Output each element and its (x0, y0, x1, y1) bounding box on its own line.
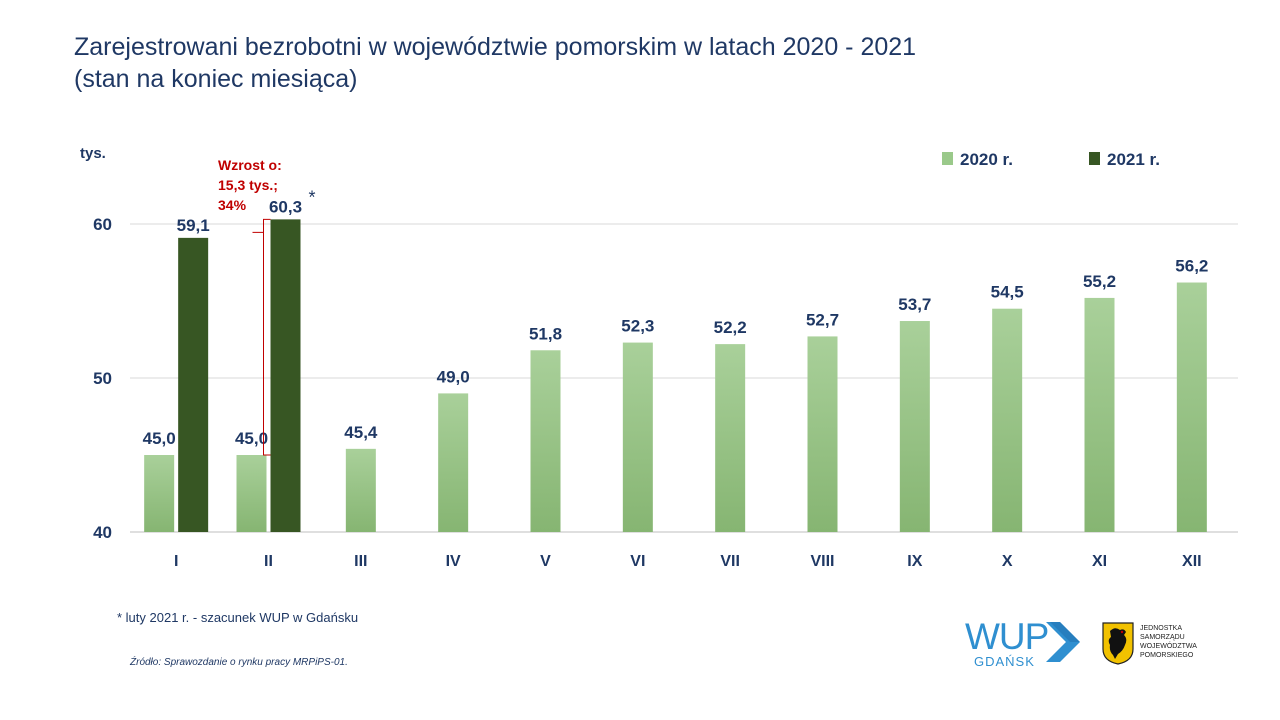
bar-2020 (144, 455, 175, 532)
y-axis-unit: tys. (80, 145, 106, 162)
x-tick-label: II (264, 553, 273, 570)
x-tick-label: X (1002, 553, 1013, 570)
data-label-2020: 52,2 (714, 318, 747, 337)
y-tick-label: 60 (93, 215, 112, 234)
x-tick-label: IX (907, 553, 922, 570)
bar-2021 (178, 237, 209, 533)
data-label-2020: 49,0 (437, 367, 470, 386)
griffin-crest-icon (1102, 622, 1134, 665)
data-label-2021: 59,1 (177, 216, 210, 235)
bar-2020 (899, 321, 930, 532)
x-tick-label: XI (1092, 553, 1107, 570)
x-tick-label: V (540, 553, 551, 570)
data-label-2020: 45,4 (344, 423, 378, 442)
increase-annotation-line: 34% (218, 197, 247, 213)
legend-label: 2020 r. (960, 150, 1013, 169)
bar-chart: 40 50 60 tys. 45,0 59,1 I 45,0 60,3 * II 45,4 III 49,… (80, 145, 1238, 570)
bar-2020 (1084, 297, 1115, 532)
increase-annotation-line: Wzrost o: (218, 157, 282, 173)
x-tick-label: XII (1182, 553, 1202, 570)
bar-2020 (438, 393, 469, 532)
x-tick-label: I (174, 553, 178, 570)
bar-2020 (622, 342, 653, 532)
data-label-2020: 55,2 (1083, 272, 1116, 291)
chevron-right-icon (1046, 622, 1080, 662)
crest-caption: JEDNOSTKA SAMORZĄDU WOJEWÓDZTWA POMORSKI… (1140, 624, 1197, 660)
bar-2020 (345, 448, 376, 532)
x-tick-label: III (354, 553, 367, 570)
data-label-2020: 54,5 (991, 283, 1024, 302)
x-tick-label: IV (446, 553, 461, 570)
crest-line-4: POMORSKIEGO (1140, 652, 1194, 659)
data-label-asterisk: * (309, 187, 316, 207)
y-tick-label: 50 (93, 369, 112, 388)
footnote: * luty 2021 r. - szacunek WUP w Gdańsku (117, 610, 359, 625)
data-label-2020: 51,8 (529, 324, 562, 343)
increase-annotation-line: 15,3 tys.; (218, 177, 278, 193)
data-label-2020: 52,7 (806, 310, 839, 329)
bar-2020 (1176, 282, 1207, 532)
source-note: Źródło: Sprawozdanie o rynku pracy MRPiP… (130, 657, 348, 668)
bar-2020 (530, 350, 561, 532)
data-label-2021: 60,3 (269, 197, 302, 216)
bar-2021 (270, 219, 301, 532)
data-label-2020: 56,2 (1175, 257, 1208, 276)
title-line-2: (stan na koniec miesiąca) (74, 65, 358, 93)
wup-logo-city: GDAŃSK (974, 654, 1035, 669)
wup-logo-text: WUP (965, 616, 1049, 657)
bar-2020 (807, 336, 838, 532)
bar-2020 (992, 308, 1023, 532)
title-line-1: Zarejestrowani bezrobotni w województwie… (74, 33, 917, 61)
data-label-2020: 53,7 (898, 295, 931, 314)
data-label-2020: 45,0 (235, 429, 268, 448)
crest-line-1: JEDNOSTKA (1140, 625, 1183, 632)
increase-bracket (263, 218, 271, 456)
legend-swatch (1089, 152, 1100, 165)
legend-swatch (942, 152, 953, 165)
chart-title: Zarejestrowani bezrobotni w województwie… (74, 31, 916, 95)
data-label-2020: 52,3 (621, 317, 654, 336)
x-tick-label: VI (630, 553, 645, 570)
y-tick-label: 40 (93, 523, 112, 542)
crest-line-3: WOJEWÓDZTWA (1140, 643, 1197, 650)
bar-2020 (236, 455, 267, 532)
bar-2020 (715, 344, 746, 532)
data-label-2020: 45,0 (143, 429, 176, 448)
wup-gdansk-logo: WUP GDAŃSK (965, 616, 1090, 670)
x-tick-label: VIII (810, 553, 834, 570)
crest-line-2: SAMORZĄDU (1140, 634, 1185, 641)
x-tick-label: VII (720, 553, 740, 570)
legend-label: 2021 r. (1107, 150, 1160, 169)
